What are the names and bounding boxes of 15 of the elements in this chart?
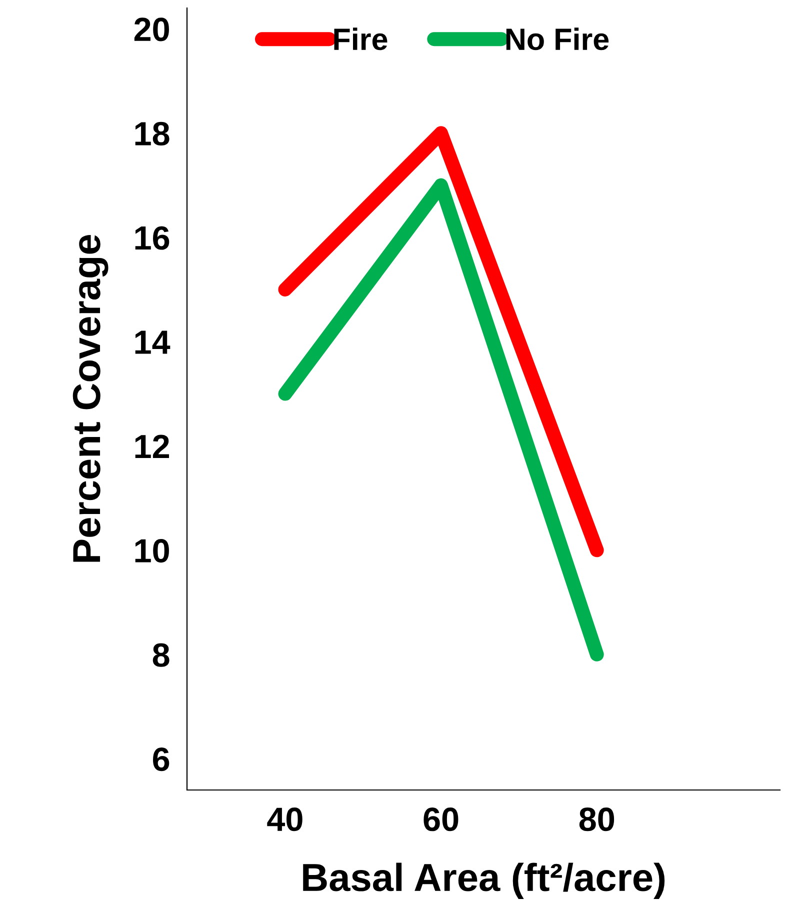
y-tick-label: 16 <box>135 226 170 250</box>
x-axis-title: Basal Area (ft²/acre) <box>303 862 665 899</box>
x-tick-label: 60 <box>424 808 458 832</box>
legend-label: No Fire <box>506 28 609 50</box>
y-tick-label: 6 <box>153 748 170 772</box>
y-tick-label: 18 <box>135 122 170 146</box>
y-axis-title: Percent Coverage <box>72 234 108 562</box>
y-tick-label: 20 <box>134 18 169 42</box>
legend-label: Fire <box>334 28 388 50</box>
y-tick-label: 10 <box>135 538 169 563</box>
x-tick-label: 80 <box>579 808 614 832</box>
y-tick-label: 12 <box>135 434 169 458</box>
x-tick-label: 40 <box>267 808 302 832</box>
y-tick-label: 8 <box>152 643 170 667</box>
y-tick-label: 14 <box>135 330 170 354</box>
